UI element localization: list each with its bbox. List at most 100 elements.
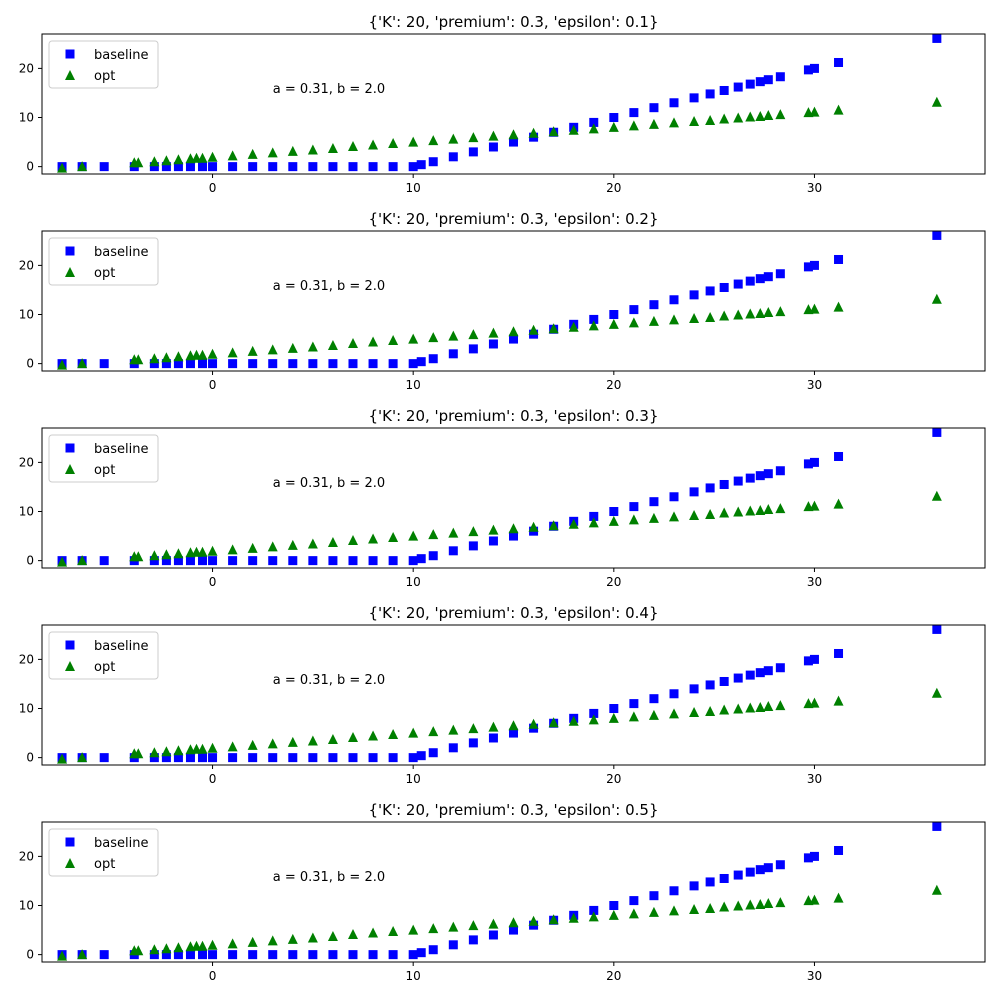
opt-point bbox=[207, 151, 218, 162]
data-marks bbox=[57, 822, 942, 961]
series-baseline bbox=[57, 428, 942, 566]
opt-point bbox=[628, 120, 639, 131]
opt-point bbox=[833, 104, 844, 115]
opt-point bbox=[77, 161, 88, 172]
opt-point bbox=[408, 924, 419, 935]
baseline-point bbox=[308, 753, 318, 763]
baseline-point bbox=[198, 556, 208, 566]
baseline-point bbox=[932, 625, 942, 634]
baseline-point bbox=[149, 950, 159, 960]
opt-point bbox=[548, 717, 559, 728]
subplot-2: {'K': 20, 'premium': 0.3, 'epsilon': 0.2… bbox=[19, 210, 986, 392]
x-tick-label: 10 bbox=[406, 969, 421, 983]
opt-point bbox=[77, 358, 88, 369]
baseline-point bbox=[149, 359, 159, 369]
baseline-point bbox=[308, 556, 318, 566]
opt-point bbox=[508, 720, 519, 731]
opt-point bbox=[763, 307, 774, 318]
x-tick-label: 30 bbox=[807, 772, 822, 786]
opt-point bbox=[775, 503, 786, 514]
baseline-point bbox=[228, 753, 238, 763]
y-tick-label: 20 bbox=[19, 258, 34, 272]
baseline-point bbox=[185, 162, 195, 172]
opt-point bbox=[347, 535, 358, 545]
baseline-point bbox=[733, 476, 743, 486]
baseline-point bbox=[99, 753, 109, 763]
subplot-5: {'K': 20, 'premium': 0.3, 'epsilon': 0.5… bbox=[19, 801, 986, 983]
x-tick-label: 30 bbox=[807, 378, 822, 392]
baseline-point bbox=[775, 269, 785, 279]
baseline-point bbox=[228, 162, 238, 172]
opt-point bbox=[77, 555, 88, 566]
opt-point bbox=[488, 918, 499, 929]
opt-point bbox=[197, 152, 208, 163]
data-marks bbox=[57, 34, 942, 173]
opt-point bbox=[669, 905, 680, 916]
baseline-point bbox=[809, 851, 819, 861]
opt-point bbox=[588, 123, 599, 134]
y-tick-label: 0 bbox=[26, 948, 34, 962]
baseline-point bbox=[468, 344, 478, 354]
y-tick-label: 10 bbox=[19, 308, 34, 322]
opt-point bbox=[719, 704, 730, 715]
legend-marker-opt bbox=[65, 661, 75, 671]
series-baseline bbox=[57, 822, 942, 960]
baseline-point bbox=[161, 162, 171, 172]
opt-point bbox=[267, 344, 278, 355]
opt-point bbox=[428, 923, 439, 934]
opt-point bbox=[57, 162, 68, 173]
baseline-point bbox=[733, 82, 743, 92]
opt-point bbox=[648, 118, 659, 129]
opt-point bbox=[755, 899, 766, 910]
opt-point bbox=[207, 348, 218, 359]
opt-point bbox=[57, 359, 68, 370]
baseline-point bbox=[149, 753, 159, 763]
baseline-point bbox=[248, 359, 258, 369]
opt-point bbox=[428, 135, 439, 146]
opt-point bbox=[763, 898, 774, 909]
baseline-point bbox=[589, 117, 599, 127]
opt-point bbox=[468, 920, 479, 931]
baseline-point bbox=[689, 487, 699, 497]
opt-point bbox=[588, 517, 599, 528]
opt-point bbox=[307, 932, 318, 943]
series-opt bbox=[57, 293, 942, 370]
baseline-point bbox=[809, 63, 819, 73]
baseline-point bbox=[629, 305, 639, 315]
opt-point bbox=[247, 739, 258, 750]
subplot-title: {'K': 20, 'premium': 0.3, 'epsilon': 0.5… bbox=[368, 801, 658, 819]
legend-marker-opt bbox=[65, 70, 75, 80]
baseline-point bbox=[609, 901, 619, 911]
baseline-point bbox=[448, 349, 458, 359]
baseline-point bbox=[689, 290, 699, 300]
data-marks bbox=[57, 625, 942, 764]
opt-point bbox=[628, 711, 639, 722]
baseline-point bbox=[488, 733, 498, 743]
baseline-point bbox=[416, 357, 426, 367]
opt-point bbox=[408, 727, 419, 738]
baseline-point bbox=[803, 656, 813, 666]
axes-frame bbox=[41, 624, 986, 766]
legend-marker-opt bbox=[65, 858, 75, 868]
opt-point bbox=[775, 109, 786, 120]
opt-point bbox=[161, 943, 172, 954]
opt-point bbox=[745, 308, 756, 319]
opt-point bbox=[745, 702, 756, 713]
baseline-point bbox=[649, 497, 659, 507]
opt-point bbox=[488, 524, 499, 535]
series-opt bbox=[57, 687, 942, 764]
baseline-point bbox=[416, 751, 426, 761]
baseline-point bbox=[803, 262, 813, 272]
baseline-point bbox=[248, 556, 258, 566]
opt-point bbox=[833, 301, 844, 312]
opt-point bbox=[508, 523, 519, 534]
opt-point bbox=[809, 697, 820, 708]
opt-point bbox=[488, 130, 499, 141]
baseline-point bbox=[755, 668, 765, 678]
baseline-point bbox=[408, 753, 418, 763]
baseline-point bbox=[629, 699, 639, 709]
baseline-point bbox=[649, 103, 659, 113]
x-tick-label: 0 bbox=[209, 181, 217, 195]
baseline-point bbox=[268, 753, 278, 763]
baseline-point bbox=[932, 34, 942, 43]
